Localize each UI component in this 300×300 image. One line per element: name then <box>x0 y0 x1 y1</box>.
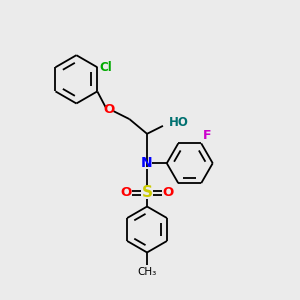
Text: CH₃: CH₃ <box>137 267 157 277</box>
Text: HO: HO <box>169 116 189 129</box>
Text: Cl: Cl <box>100 61 112 74</box>
Text: O: O <box>120 186 131 199</box>
Text: F: F <box>203 129 211 142</box>
Text: O: O <box>104 103 115 116</box>
Text: N: N <box>141 156 153 170</box>
Text: O: O <box>163 186 174 199</box>
Text: S: S <box>142 185 153 200</box>
